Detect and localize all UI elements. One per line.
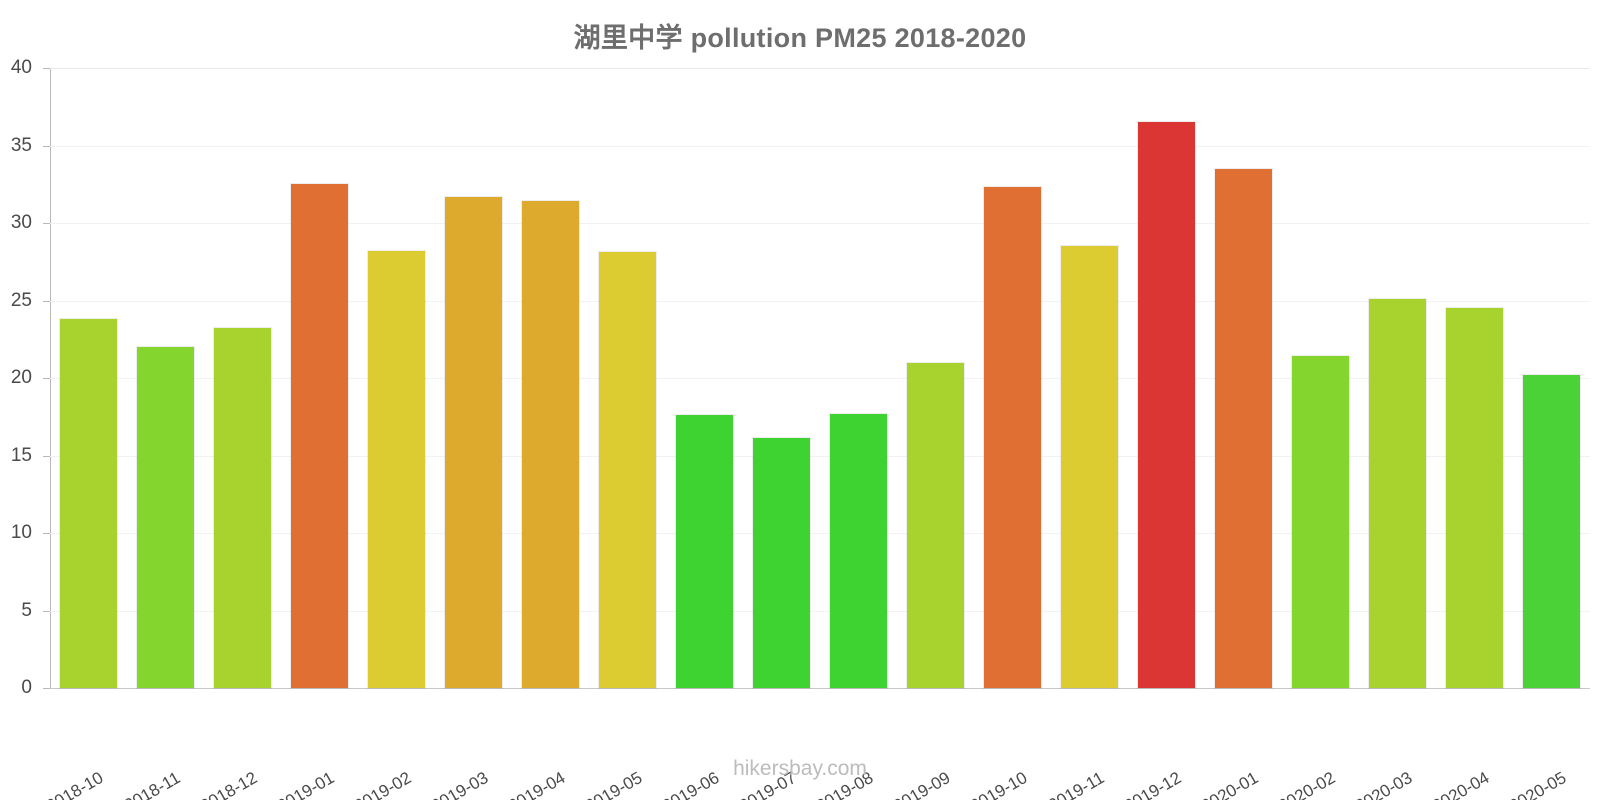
gridline	[50, 68, 1590, 69]
bar[interactable]	[212, 327, 273, 689]
bar[interactable]	[289, 183, 350, 689]
bar[interactable]	[520, 200, 581, 689]
bar[interactable]	[828, 412, 889, 690]
x-axis-baseline	[50, 688, 1590, 689]
y-tick-mark	[43, 300, 50, 302]
y-tick-mark	[43, 145, 50, 147]
bar[interactable]	[674, 414, 735, 689]
y-tick-mark	[43, 533, 50, 534]
bar[interactable]	[58, 318, 119, 689]
bar[interactable]	[1444, 307, 1505, 689]
y-tick-label: 25	[10, 289, 32, 311]
y-tick-label: 35	[10, 134, 32, 156]
bar[interactable]	[135, 346, 196, 689]
bar[interactable]	[982, 186, 1043, 689]
bar[interactable]	[366, 249, 427, 690]
bar[interactable]	[1521, 373, 1582, 690]
gridline	[50, 455, 1590, 457]
bar[interactable]	[905, 361, 966, 689]
y-tick-mark	[43, 688, 50, 689]
bar[interactable]	[1213, 167, 1274, 690]
y-tick-label: 0	[21, 677, 32, 698]
y-tick-label: 15	[10, 444, 32, 466]
gridline	[50, 378, 1590, 379]
footer-credit: hikersbay.com	[733, 757, 867, 780]
plot-area: 0 5 10 15 20 25 30 35 40 2018-10 2018-11 2018-12 20…	[11, 57, 1590, 800]
gridline	[50, 533, 1590, 534]
bar[interactable]	[1059, 245, 1120, 689]
gridline	[50, 223, 1590, 224]
y-tick-mark	[43, 610, 50, 612]
bar[interactable]	[1136, 121, 1197, 689]
y-tick-label: 40	[10, 57, 32, 78]
y-tick-mark	[43, 223, 50, 224]
gridline	[50, 610, 1590, 612]
bar[interactable]	[1290, 355, 1351, 689]
bar[interactable]	[751, 437, 812, 689]
bar[interactable]	[597, 251, 658, 689]
y-tick-label: 5	[21, 599, 32, 621]
chart-title: 湖里中学 pollution PM25 2018-2020	[573, 23, 1027, 53]
bar[interactable]	[443, 195, 504, 690]
y-tick-mark	[43, 455, 50, 457]
y-tick-mark	[43, 68, 50, 69]
y-tick-label: 20	[10, 367, 32, 388]
y-tick-mark	[43, 378, 50, 379]
y-tick-label: 30	[10, 212, 32, 233]
gridline	[50, 145, 1590, 147]
bar[interactable]	[1367, 297, 1428, 690]
bar-series	[50, 68, 1590, 690]
gridline	[50, 300, 1590, 302]
y-tick-label: 10	[10, 522, 32, 543]
